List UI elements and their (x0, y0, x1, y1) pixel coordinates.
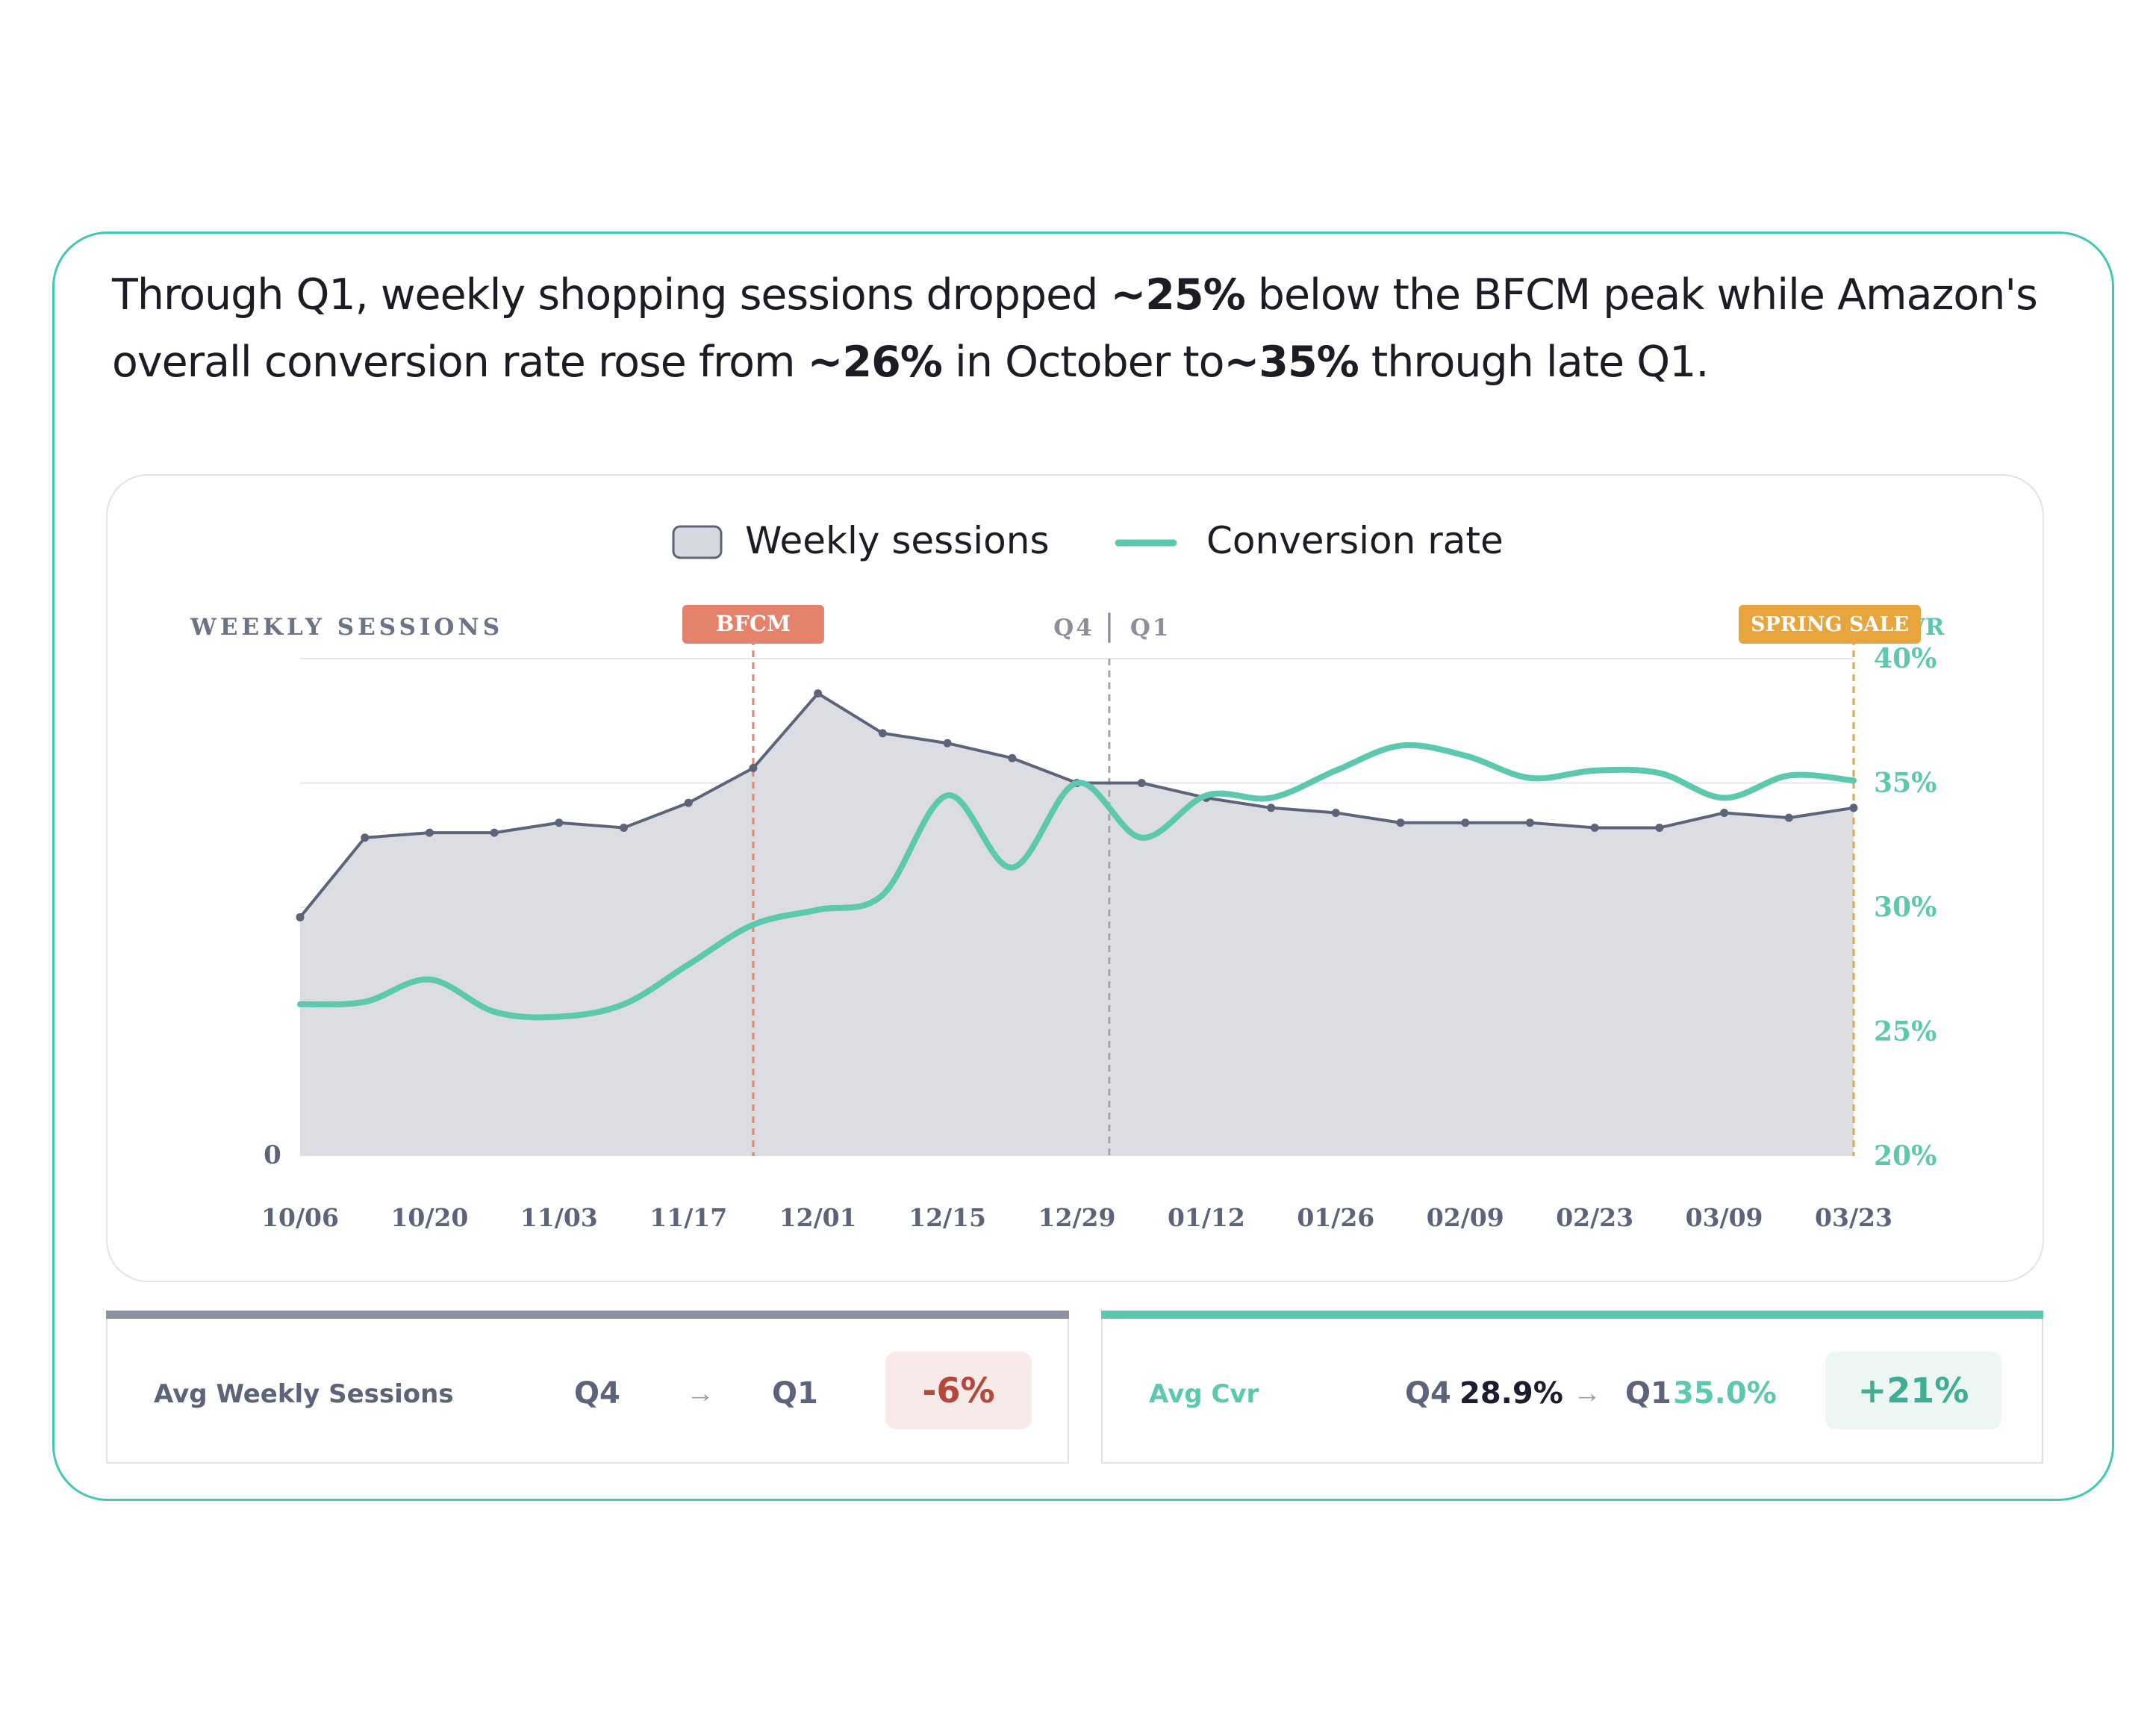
sessions-point (1849, 804, 1858, 812)
right-axis-tick-label: 40% (1874, 643, 1937, 674)
spring-sale-badge (1739, 605, 1921, 644)
headline-text-3: in October to (941, 338, 1225, 387)
spring-sale-badge-label: SPRING SALE (1751, 613, 1909, 636)
sessions-point (296, 913, 305, 921)
sessions-point (1784, 813, 1793, 822)
headline-bold-2: ~26% (807, 338, 943, 387)
cvr-from-value: 28.9% (1459, 1376, 1563, 1411)
q1-label: Q1 (1130, 615, 1171, 641)
sessions-area (300, 693, 1854, 1156)
sessions-area-layer (300, 693, 1854, 1156)
sessions-point (1396, 818, 1405, 827)
cvr-stat-label: Avg Cvr (1149, 1379, 1259, 1409)
headline-text-4: through late Q1. (1358, 338, 1710, 387)
left-axis-zero-label: 0 (264, 1140, 281, 1170)
annotation-layer: BFCM Q4 | Q1 SPRING SALE (682, 605, 1921, 1156)
quarter-divider-glyph: | (1104, 609, 1114, 643)
sessions-point (1008, 753, 1017, 762)
sessions-change-badge: -6% (885, 1352, 1032, 1429)
cvr-change-badge: +21% (1825, 1352, 2001, 1429)
x-tick-label: 02/09 (1427, 1203, 1504, 1232)
x-tick-label: 12/01 (779, 1203, 857, 1232)
sessions-point (814, 689, 823, 698)
sessions-stat-card: Avg Weekly Sessions Q4 → Q1 -6% (106, 1311, 1069, 1464)
cvr-line (297, 742, 1857, 1021)
sessions-stat-bar (106, 1311, 1069, 1319)
cvr-from-label: Q4 (1405, 1376, 1451, 1411)
sessions-point (1137, 779, 1146, 787)
headline-bold-3: ~35% (1224, 338, 1359, 387)
sessions-point (1461, 818, 1470, 827)
sessions-point (555, 818, 564, 827)
sessions-point (490, 828, 499, 837)
x-tick-label: 10/20 (390, 1203, 468, 1232)
x-tick-label: 11/03 (520, 1203, 598, 1232)
sessions-point (1331, 808, 1340, 817)
headline-text-2: below the BFCM peak while Amazon's overa… (112, 270, 2038, 387)
sessions-point (749, 764, 758, 773)
sessions-to-label: Q1 (772, 1376, 818, 1411)
headline: Through Q1, weekly shopping sessions dro… (112, 261, 2068, 396)
right-axis-tick-label: 35% (1874, 768, 1937, 799)
x-tick-label: 02/23 (1556, 1203, 1633, 1232)
right-axis-tick-label: 25% (1874, 1016, 1937, 1048)
headline-text-1: Through Q1, weekly shopping sessions dro… (112, 270, 1111, 320)
sessions-point (1525, 818, 1534, 827)
arrow-right-icon: → (686, 1378, 714, 1409)
q4-label: Q4 (1053, 615, 1094, 641)
sessions-point (1655, 823, 1664, 832)
sessions-point (684, 798, 693, 807)
x-tick-label: 12/29 (1038, 1203, 1116, 1232)
sessions-from-label: Q4 (574, 1376, 620, 1411)
sessions-point (943, 739, 952, 748)
legend: Weekly sessions Conversion rate (672, 519, 1504, 562)
cvr-to-label: Q1 (1625, 1376, 1671, 1411)
sessions-point (361, 833, 370, 842)
cvr-stat-card: Avg Cvr Q4 28.9% → Q1 35.0% +21% (1101, 1311, 2043, 1464)
x-tick-label: 03/23 (1815, 1203, 1892, 1232)
sessions-point (1720, 808, 1729, 817)
x-tick-label: 10/06 (261, 1203, 339, 1232)
legend-sessions-swatch-icon (672, 525, 723, 559)
x-tick-label: 12/15 (909, 1203, 986, 1232)
tick-layer: 20% 25% 30% 35% 40% 10/06 10/20 11/03 11/17 12/01… (261, 643, 1937, 1232)
right-axis-tick-label: 20% (1874, 1140, 1937, 1172)
legend-cvr-label: Conversion rate (1206, 519, 1504, 562)
sessions-stat-label: Avg Weekly Sessions (154, 1379, 454, 1409)
cvr-to-value: 35.0% (1673, 1376, 1777, 1411)
arrow-right-icon: → (1573, 1378, 1601, 1409)
x-tick-label: 01/12 (1168, 1203, 1245, 1232)
headline-bold-1: ~25% (1110, 270, 1245, 320)
legend-sessions-label: Weekly sessions (745, 519, 1050, 562)
bfcm-badge (682, 605, 824, 644)
sessions-point (620, 823, 629, 832)
x-tick-label: 03/09 (1686, 1203, 1763, 1232)
x-tick-label: 01/26 (1297, 1203, 1374, 1232)
sessions-point (878, 729, 887, 738)
x-tick-label: 11/17 (649, 1203, 727, 1232)
cvr-stat-bar (1101, 1311, 2043, 1319)
sessions-point (425, 828, 434, 837)
sessions-point (1267, 804, 1276, 812)
bfcm-badge-label: BFCM (716, 611, 791, 636)
sessions-point (1590, 823, 1599, 832)
right-axis-tick-label: 30% (1874, 892, 1937, 923)
left-axis-title: WEEKLY SESSIONS (190, 614, 503, 641)
series-line-layer (296, 689, 1858, 1021)
